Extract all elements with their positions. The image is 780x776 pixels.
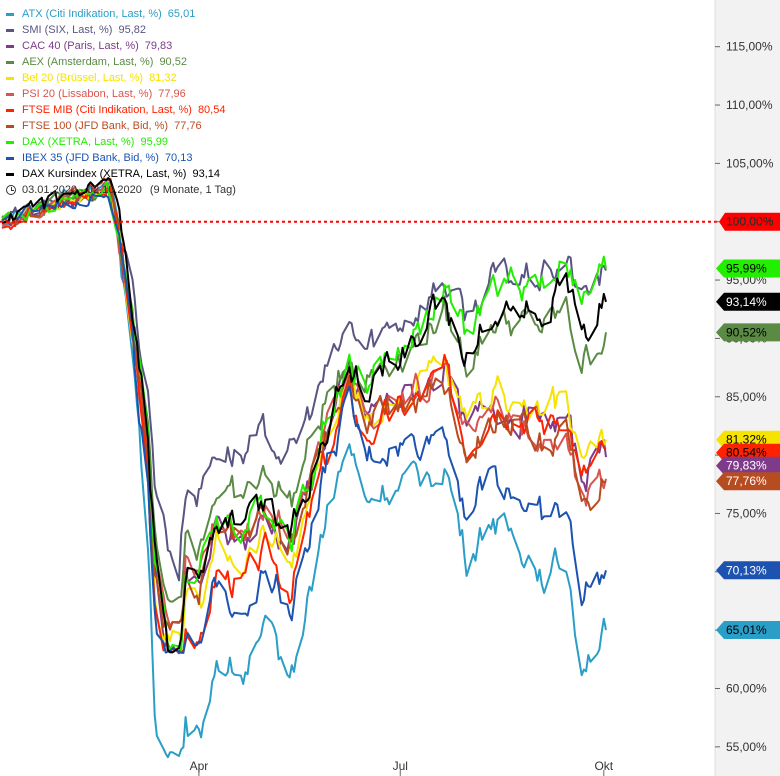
legend-swatch <box>6 124 14 128</box>
legend-item[interactable]: AEX (Amsterdam, Last, %) 90,52 <box>6 54 236 70</box>
y-tick-label: 85,00% <box>726 390 767 404</box>
series-line <box>1 184 607 642</box>
end-badge-label: 93,14% <box>726 295 767 309</box>
series-line <box>1 193 607 654</box>
legend-last-value: 81,32 <box>149 72 177 84</box>
legend-item[interactable]: DAX (XETRA, Last, %) 95,99 <box>6 134 236 150</box>
legend-series-name: FTSE MIB (Citi Indikation, Last, %) <box>22 104 192 116</box>
period-range: 03.01.2020 - 02.10.2020 <box>22 184 142 196</box>
y-tick-label: 60,00% <box>726 681 767 695</box>
end-badge <box>716 259 780 278</box>
legend-series-name: FTSE 100 (JFD Bank, Bid, %) <box>22 120 169 132</box>
legend-series-name: IBEX 35 (JFD Bank, Bid, %) <box>22 152 159 164</box>
legend-last-value: 65,01 <box>167 8 196 20</box>
legend-last-value: 79,83 <box>144 40 173 52</box>
y-axis-panel <box>715 0 780 776</box>
series-line <box>1 189 607 582</box>
legend-item[interactable]: Bel 20 (Brüssel, Last, %) 81,32 <box>6 70 236 86</box>
legend-last-value: 80,54 <box>197 104 226 116</box>
end-badge-label: 65,01% <box>726 623 767 637</box>
legend-series-name: Bel 20 (Brüssel, Last, %) <box>22 72 144 84</box>
legend-swatch <box>6 140 14 144</box>
legend-period: 03.01.2020 - 02.10.2020 (9 Monate, 1 Tag… <box>6 182 236 198</box>
end-value-badges: 95,99% 93,14% 90,52% 81,32%80,54%79,83%77,7… <box>716 259 780 640</box>
legend-last-value: 95,82 <box>118 24 146 36</box>
legend: ATX (Citi Indikation, Last, %) 65,01 SMI (… <box>6 6 236 198</box>
legend-item[interactable]: CAC 40 (Paris, Last, %) 79,83 <box>6 38 236 54</box>
legend-last-value: 77,96 <box>158 88 186 100</box>
legend-swatch <box>6 92 14 96</box>
reference-layer: 100,00% <box>0 212 780 231</box>
x-tick-label: Apr <box>190 759 209 773</box>
legend-series-name: SMI (SIX, Last, %) <box>22 24 113 36</box>
end-badge-label: 90,52% <box>726 325 767 339</box>
y-tick-label: 75,00% <box>726 506 767 520</box>
x-axis: Apr Jul Okt <box>190 759 614 776</box>
legend-series-name: DAX (XETRA, Last, %) <box>22 136 135 148</box>
y-tick-label: 105,00% <box>726 156 774 170</box>
legend-item[interactable]: FTSE MIB (Citi Indikation, Last, %) 80,54 <box>6 102 236 118</box>
legend-swatch <box>6 60 14 64</box>
end-badge <box>716 472 780 491</box>
end-badge-label: 95,99% <box>726 262 767 276</box>
legend-series-name: AEX (Amsterdam, Last, %) <box>22 56 154 68</box>
legend-series-name: DAX Kursindex (XETRA, Last, %) <box>22 168 187 180</box>
legend-last-value: 77,76 <box>174 120 202 132</box>
end-badge-label: 77,76% <box>726 474 767 488</box>
legend-rows: ATX (Citi Indikation, Last, %) 65,01 SMI (… <box>6 6 236 182</box>
reference-badge-label: 100,00% <box>726 215 774 229</box>
series-line <box>1 179 607 628</box>
legend-series-name: ATX (Citi Indikation, Last, %) <box>22 8 162 20</box>
y-tick-label: 100,00% <box>726 215 774 229</box>
y-tick-label: 55,00% <box>726 740 767 754</box>
reference-badge <box>719 212 780 231</box>
legend-swatch <box>6 44 14 48</box>
legend-item[interactable]: PSI 20 (Lissabon, Last, %) 77,96 <box>6 86 236 102</box>
period-duration: (9 Monate, 1 Tag) <box>149 184 236 196</box>
series-line <box>1 179 607 655</box>
legend-last-value: 95,99 <box>140 136 169 148</box>
legend-item[interactable]: SMI (SIX, Last, %) 95,82 <box>6 22 236 38</box>
y-tick-label: 115,00% <box>726 40 773 54</box>
series-line <box>1 177 607 759</box>
series-line <box>1 177 607 631</box>
y-tick-label: 110,00% <box>726 98 773 112</box>
end-badge-label: 79,83% <box>726 459 767 473</box>
legend-item[interactable]: DAX Kursindex (XETRA, Last, %) 93,14 <box>6 166 236 182</box>
legend-swatch <box>6 156 14 160</box>
series-layer <box>1 177 607 759</box>
end-badge <box>716 621 780 640</box>
legend-swatch <box>6 28 14 32</box>
clock-icon <box>6 185 16 195</box>
series-line <box>1 177 607 654</box>
legend-swatch <box>6 12 14 16</box>
legend-item[interactable]: IBEX 35 (JFD Bank, Bid, %) 70,13 <box>6 150 236 166</box>
legend-swatch <box>6 172 14 176</box>
legend-item[interactable]: FTSE 100 (JFD Bank, Bid, %) 77,76 <box>6 118 236 134</box>
end-badge-label: 81,32% <box>726 433 767 447</box>
legend-series-name: CAC 40 (Paris, Last, %) <box>22 40 139 52</box>
end-badge <box>716 292 780 311</box>
legend-swatch <box>6 108 14 112</box>
series-line <box>1 181 607 652</box>
legend-item[interactable]: ATX (Citi Indikation, Last, %) 65,01 <box>6 6 236 22</box>
series-line <box>1 184 607 603</box>
x-tick-label: Okt <box>594 759 613 773</box>
end-badge-label: 70,13% <box>726 563 767 577</box>
legend-last-value: 70,13 <box>164 152 193 164</box>
x-tick-label: Jul <box>393 759 408 773</box>
end-badge <box>716 561 780 580</box>
legend-last-value: 90,52 <box>159 56 187 68</box>
end-badge <box>716 456 780 475</box>
end-badge-label: 80,54% <box>726 446 767 460</box>
legend-last-value: 93,14 <box>192 168 220 180</box>
legend-swatch <box>6 76 14 80</box>
end-badge <box>716 323 780 342</box>
legend-series-name: PSI 20 (Lissabon, Last, %) <box>22 88 153 100</box>
